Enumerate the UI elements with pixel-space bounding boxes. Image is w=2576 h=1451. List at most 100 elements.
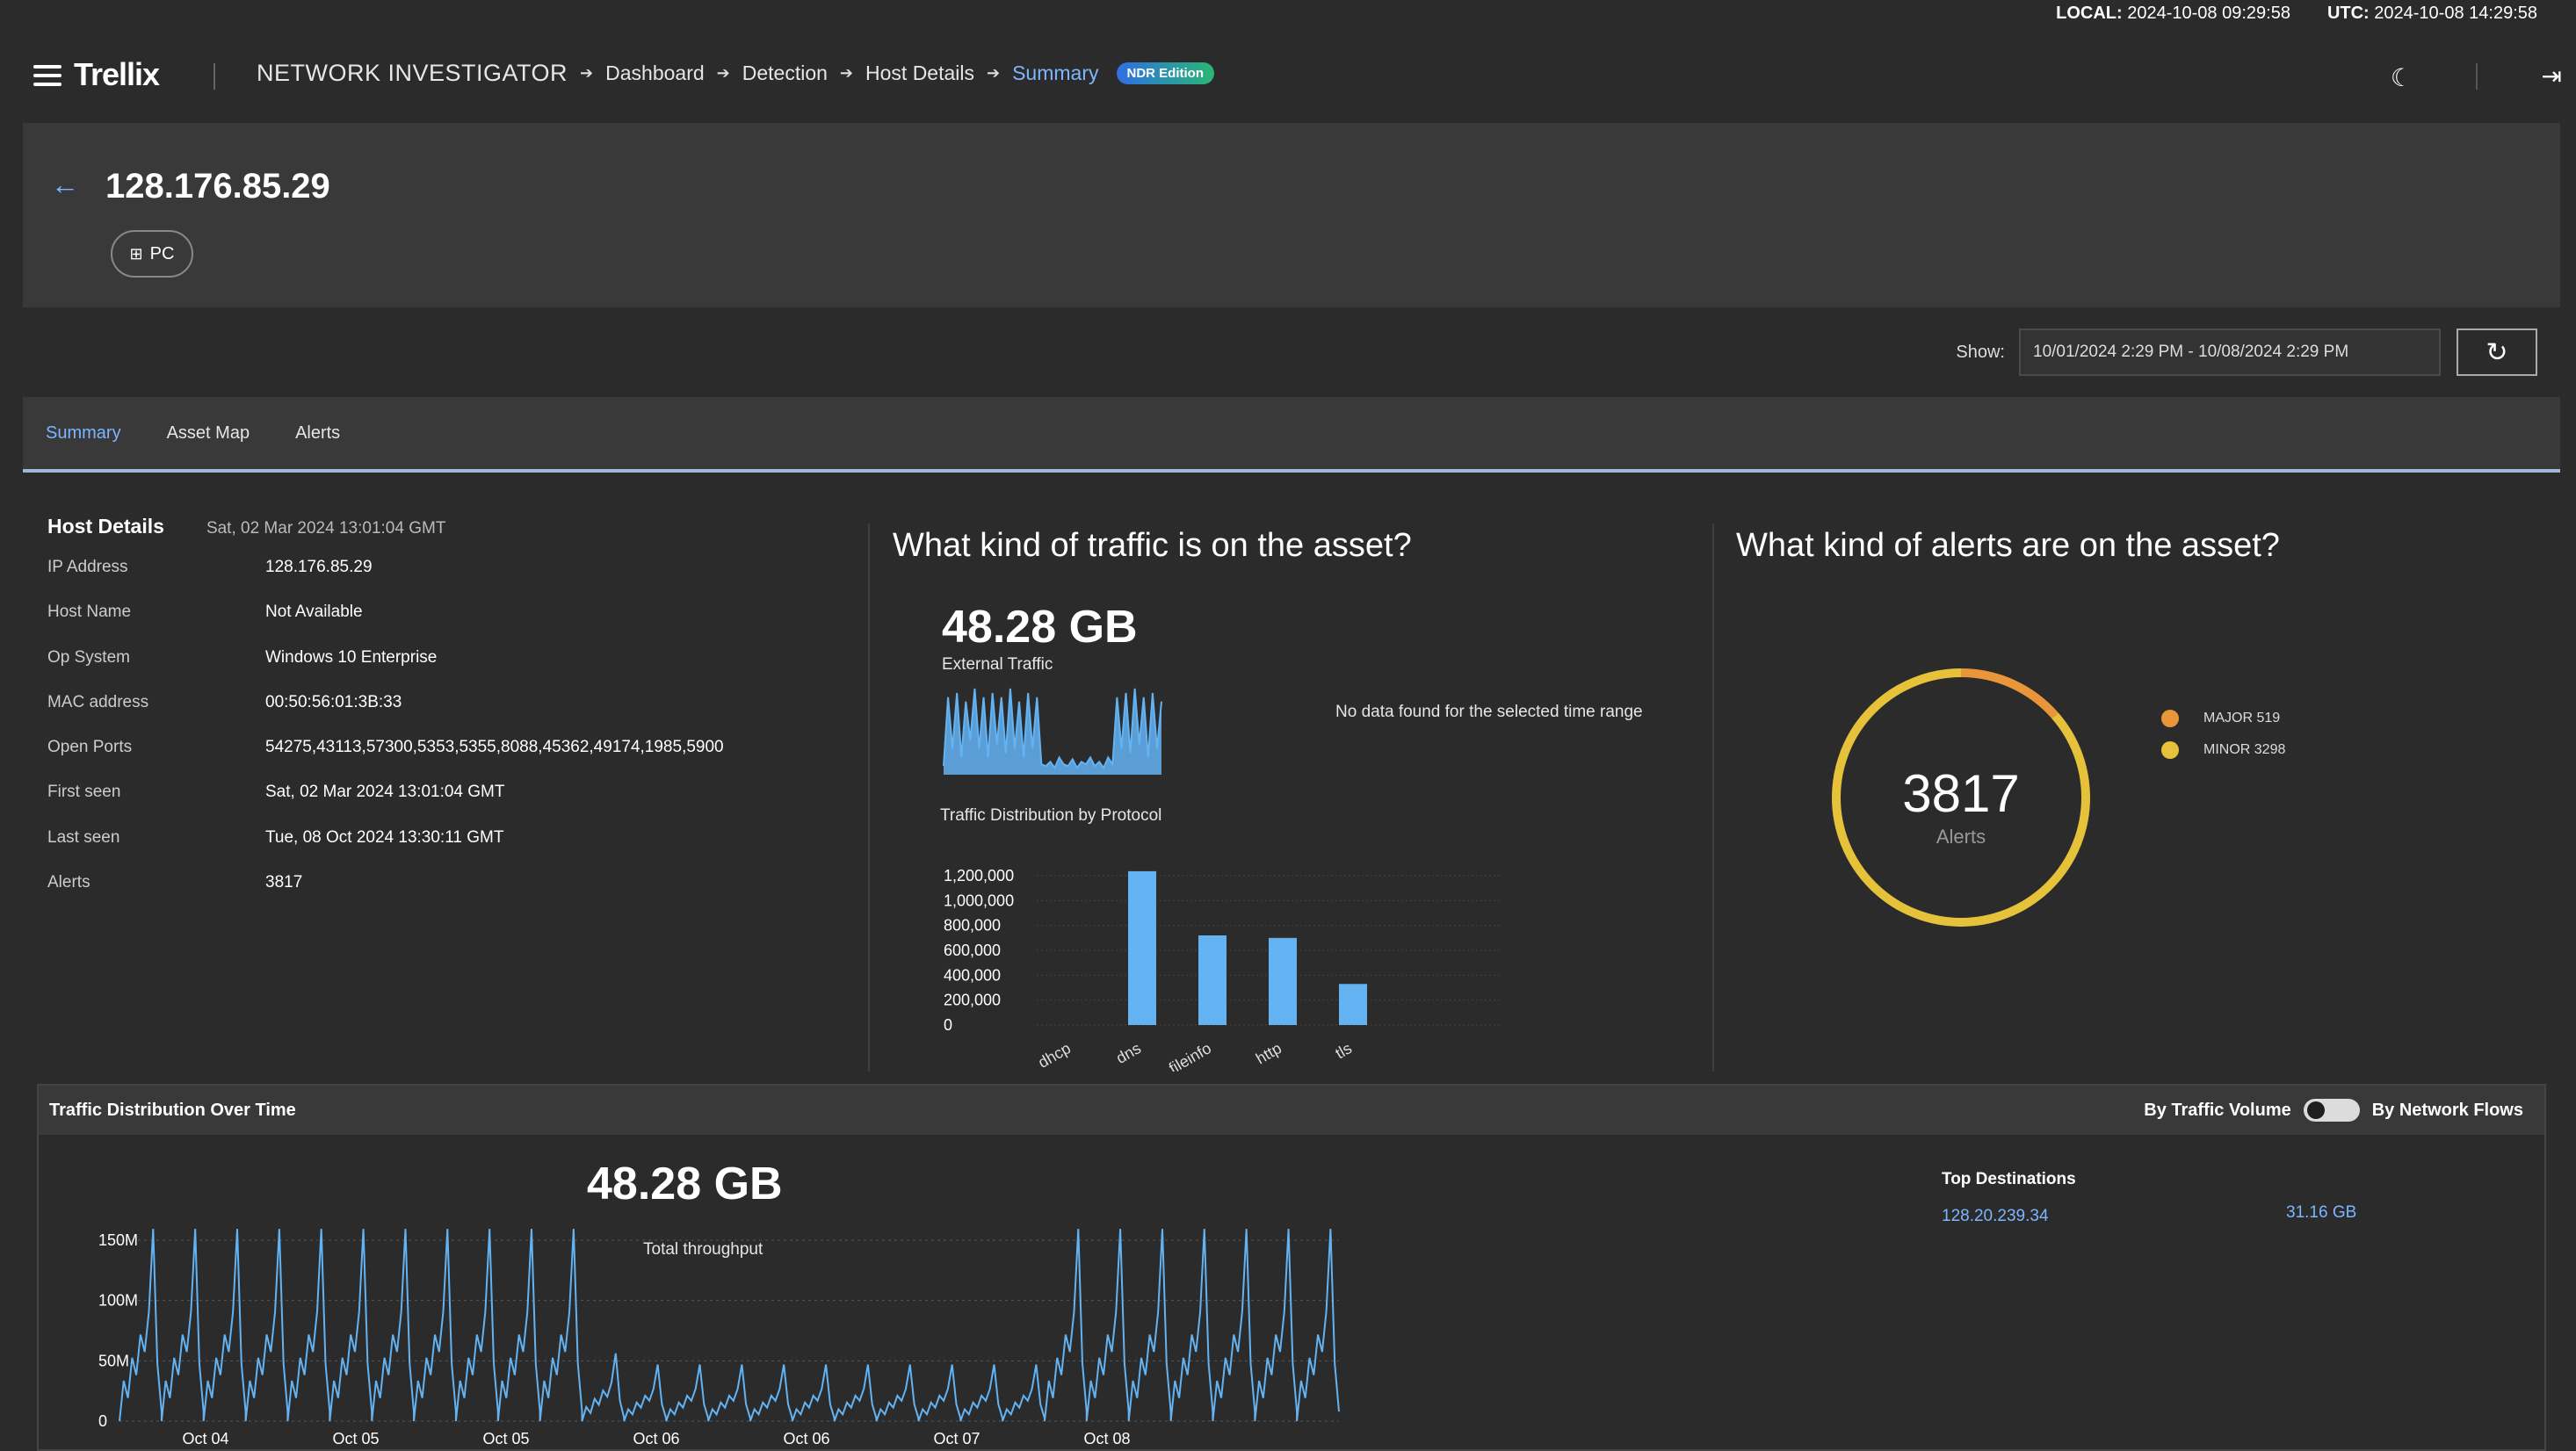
by-network-flows-label: By Network Flows	[2371, 1100, 2523, 1120]
x-tick-label: Oct 05	[332, 1430, 379, 1447]
refresh-icon: ↻	[2486, 337, 2508, 367]
host-details-panel: Host Details Sat, 02 Mar 2024 13:01:04 G…	[47, 515, 838, 918]
detail-value: 54275,43113,57300,5353,5355,8088,45362,4…	[265, 738, 724, 757]
alerts-question: What kind of alerts are on the asset?	[1736, 527, 2280, 564]
sparkline-area	[944, 689, 1161, 775]
y-tick-label: 1,200,000	[944, 867, 1014, 884]
throughput-line-chart: 150M 100M 50M 0 Oct 04 Oct 05 Oct 05 Oct 06 Oct …	[98, 1229, 1340, 1447]
detail-key: First seen	[47, 783, 121, 802]
time-range-row: Show: 10/01/2024 2:29 PM - 10/08/2024 2:…	[1956, 328, 2537, 376]
x-tick-label: Oct 04	[182, 1430, 228, 1447]
detail-value: 3817	[265, 873, 303, 892]
menu-icon[interactable]	[33, 65, 62, 88]
date-range-input[interactable]: 10/01/2024 2:29 PM - 10/08/2024 2:29 PM	[2019, 328, 2441, 376]
total-throughput-label: Total throughput	[643, 1240, 763, 1259]
x-tick-label: http	[1253, 1039, 1284, 1067]
host-header: ← 128.176.85.29 ⊞ PC	[23, 123, 2560, 307]
host-type-chip: ⊞ PC	[111, 230, 193, 278]
external-traffic-total: 48.28 GB	[942, 602, 1138, 653]
breadcrumb-dashboard[interactable]: Dashboard	[605, 61, 705, 84]
column-divider	[1712, 523, 1714, 1072]
by-traffic-volume-label: By Traffic Volume	[2144, 1100, 2291, 1120]
breadcrumb-app[interactable]: NETWORK INVESTIGATOR	[257, 60, 568, 86]
top-destinations-title: Top Destinations	[1942, 1170, 2076, 1188]
header-divider	[2476, 63, 2478, 90]
logout-icon[interactable]: ⇥	[2541, 62, 2562, 90]
bar-fileinfo	[1198, 935, 1226, 1025]
detail-key: Op System	[47, 647, 130, 667]
total-throughput-value: 48.28 GB	[587, 1159, 783, 1209]
breadcrumb-detection[interactable]: Detection	[742, 61, 828, 84]
bar-http	[1269, 937, 1297, 1025]
traffic-over-time-title: Traffic Distribution Over Time	[49, 1100, 296, 1120]
protocol-bar-chart: 1,200,000 1,000,000 800,000 600,000 400,000 2…	[944, 867, 1502, 1072]
y-tick-label: 0	[98, 1412, 107, 1430]
x-tick-label: Oct 06	[633, 1430, 679, 1447]
legend-item: MAJOR 519	[2161, 710, 2285, 727]
x-tick-label: tls	[1332, 1039, 1355, 1062]
x-tick-label: Oct 06	[783, 1430, 829, 1447]
tab-alerts[interactable]: Alerts	[295, 422, 341, 443]
x-tick-label: Oct 08	[1083, 1430, 1130, 1447]
tab-bar: Summary Asset Map Alerts	[23, 397, 2560, 473]
edition-badge: NDR Edition	[1116, 62, 1214, 84]
breadcrumb-summary: Summary	[1012, 61, 1099, 84]
legend-label: MAJOR 519	[2203, 711, 2281, 726]
detail-row: First seen Sat, 02 Mar 2024 13:01:04 GMT	[47, 783, 838, 827]
utc-clock: UTC: 2024-10-08 14:29:58	[2326, 4, 2537, 23]
y-tick-label: 0	[944, 1016, 952, 1034]
sparkline-line	[943, 688, 1162, 770]
no-data-message: No data found for the selected time rang…	[1335, 703, 1643, 721]
y-tick-label: 800,000	[944, 917, 1001, 935]
bar-tls	[1339, 984, 1367, 1025]
tab-summary[interactable]: Summary	[46, 422, 121, 443]
local-clock: LOCAL: 2024-10-08 09:29:58	[2056, 4, 2290, 23]
x-tick-label: fileinfo	[1166, 1039, 1214, 1072]
page-title: 128.176.85.29	[105, 167, 330, 206]
y-tick-label: 600,000	[944, 942, 1001, 959]
y-tick-label: 200,000	[944, 992, 1001, 1009]
legend-item: MINOR 3298	[2161, 741, 2285, 759]
alerts-total-label: Alerts	[1936, 826, 1986, 848]
traffic-mode-toggle[interactable]	[2303, 1099, 2360, 1122]
dark-mode-icon[interactable]: ☾	[2390, 64, 2413, 91]
traffic-over-time-panel: Traffic Distribution Over Time By Traffi…	[37, 1084, 2546, 1451]
detail-row: Alerts 3817	[47, 873, 838, 918]
detail-key: MAC address	[47, 692, 149, 711]
chevron-right-icon: ➔	[839, 64, 854, 82]
x-tick-label: Oct 05	[482, 1430, 529, 1447]
breadcrumb-host-details[interactable]: Host Details	[865, 61, 974, 84]
show-label: Show:	[1956, 342, 2005, 362]
chevron-right-icon: ➔	[716, 64, 730, 82]
y-tick-label: 50M	[98, 1352, 129, 1369]
legend-dot	[2161, 741, 2179, 759]
detail-key: Host Name	[47, 603, 132, 622]
detail-row: IP Address 128.176.85.29	[47, 558, 838, 603]
column-divider	[868, 523, 870, 1072]
detail-value: Windows 10 Enterprise	[265, 647, 438, 667]
protocol-chart-title: Traffic Distribution by Protocol	[940, 806, 1162, 825]
x-tick-label: dns	[1113, 1039, 1144, 1067]
throughput-line	[119, 1229, 1340, 1422]
tab-asset-map[interactable]: Asset Map	[166, 422, 250, 443]
host-details-date: Sat, 02 Mar 2024 13:01:04 GMT	[206, 519, 446, 538]
refresh-button[interactable]: ↻	[2457, 328, 2537, 376]
detail-key: IP Address	[47, 558, 128, 576]
detail-key: Open Ports	[47, 738, 133, 757]
traffic-question: What kind of traffic is on the asset?	[893, 527, 1412, 564]
donut-slice-minor	[1832, 668, 2090, 927]
bar-dns	[1128, 870, 1156, 1025]
detail-key: Last seen	[47, 827, 120, 847]
host-details-title: Host Details	[47, 515, 164, 538]
clock-bar: LOCAL: 2024-10-08 09:29:58 UTC: 2024-10-…	[2056, 4, 2537, 24]
external-traffic-label: External Traffic	[942, 655, 1053, 674]
y-tick-label: 150M	[98, 1231, 138, 1249]
detail-row: Open Ports 54275,43113,57300,5353,5355,80…	[47, 738, 838, 783]
back-arrow-icon[interactable]: ←	[51, 169, 79, 200]
detail-value: Tue, 08 Oct 2024 13:30:11 GMT	[265, 827, 504, 847]
computer-icon: ⊞	[129, 244, 143, 263]
detail-row: Host Name Not Available	[47, 603, 838, 647]
top-destination-ip[interactable]: 128.20.239.34	[1942, 1207, 2049, 1225]
alerts-legend: MAJOR 519 MINOR 3298	[2161, 710, 2285, 773]
detail-value: 128.176.85.29	[265, 558, 373, 576]
